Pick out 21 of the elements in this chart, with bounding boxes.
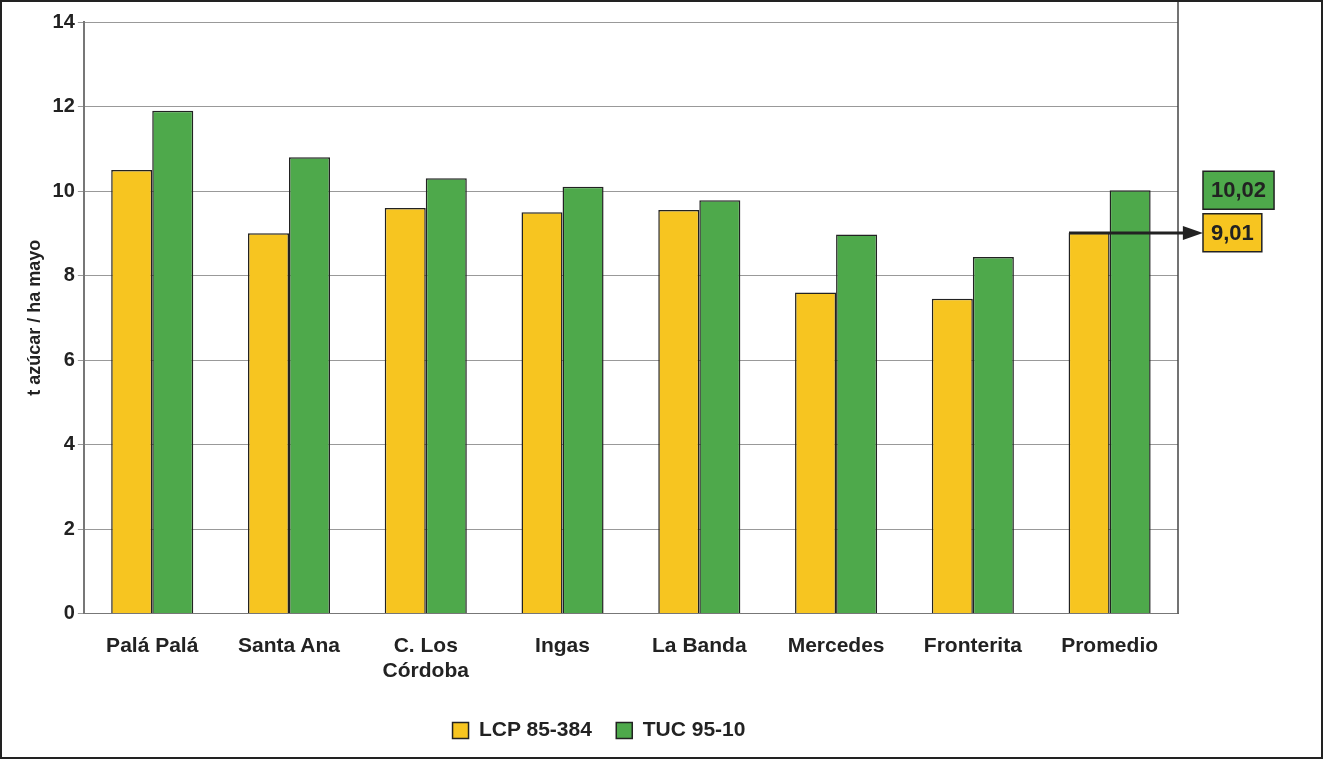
x-tick-label: Fronterita [923, 633, 1023, 656]
x-tick-label: Palá Palá [106, 633, 199, 656]
y-tick-label: 2 [63, 516, 75, 539]
y-axis-title: t azúcar / ha mayo [23, 239, 44, 396]
x-tick-label: Mercedes [787, 633, 885, 656]
legend-label: TUC 95-10 [642, 717, 746, 741]
y-tick-label: 12 [52, 94, 75, 117]
text: 9,01 [1211, 219, 1254, 245]
y-tick-label: 10 [52, 178, 75, 201]
y-tick-label: 14 [52, 9, 76, 32]
legend-label: LCP 85-384 [479, 717, 593, 741]
text: 10,02 [1211, 177, 1267, 203]
x-tick-label: Ingas [535, 633, 590, 656]
y-tick-label: 4 [63, 432, 76, 455]
y-tick-label: 6 [63, 347, 75, 370]
x-tick-label: Santa Ana [238, 633, 341, 656]
x-tick-label: La Banda [652, 633, 747, 656]
x-tick-label: Promedio [1061, 633, 1159, 656]
x-tick-label: C. Los Córdoba [382, 633, 470, 682]
y-tick-label: 8 [63, 263, 75, 286]
y-tick-label: 0 [63, 601, 75, 624]
